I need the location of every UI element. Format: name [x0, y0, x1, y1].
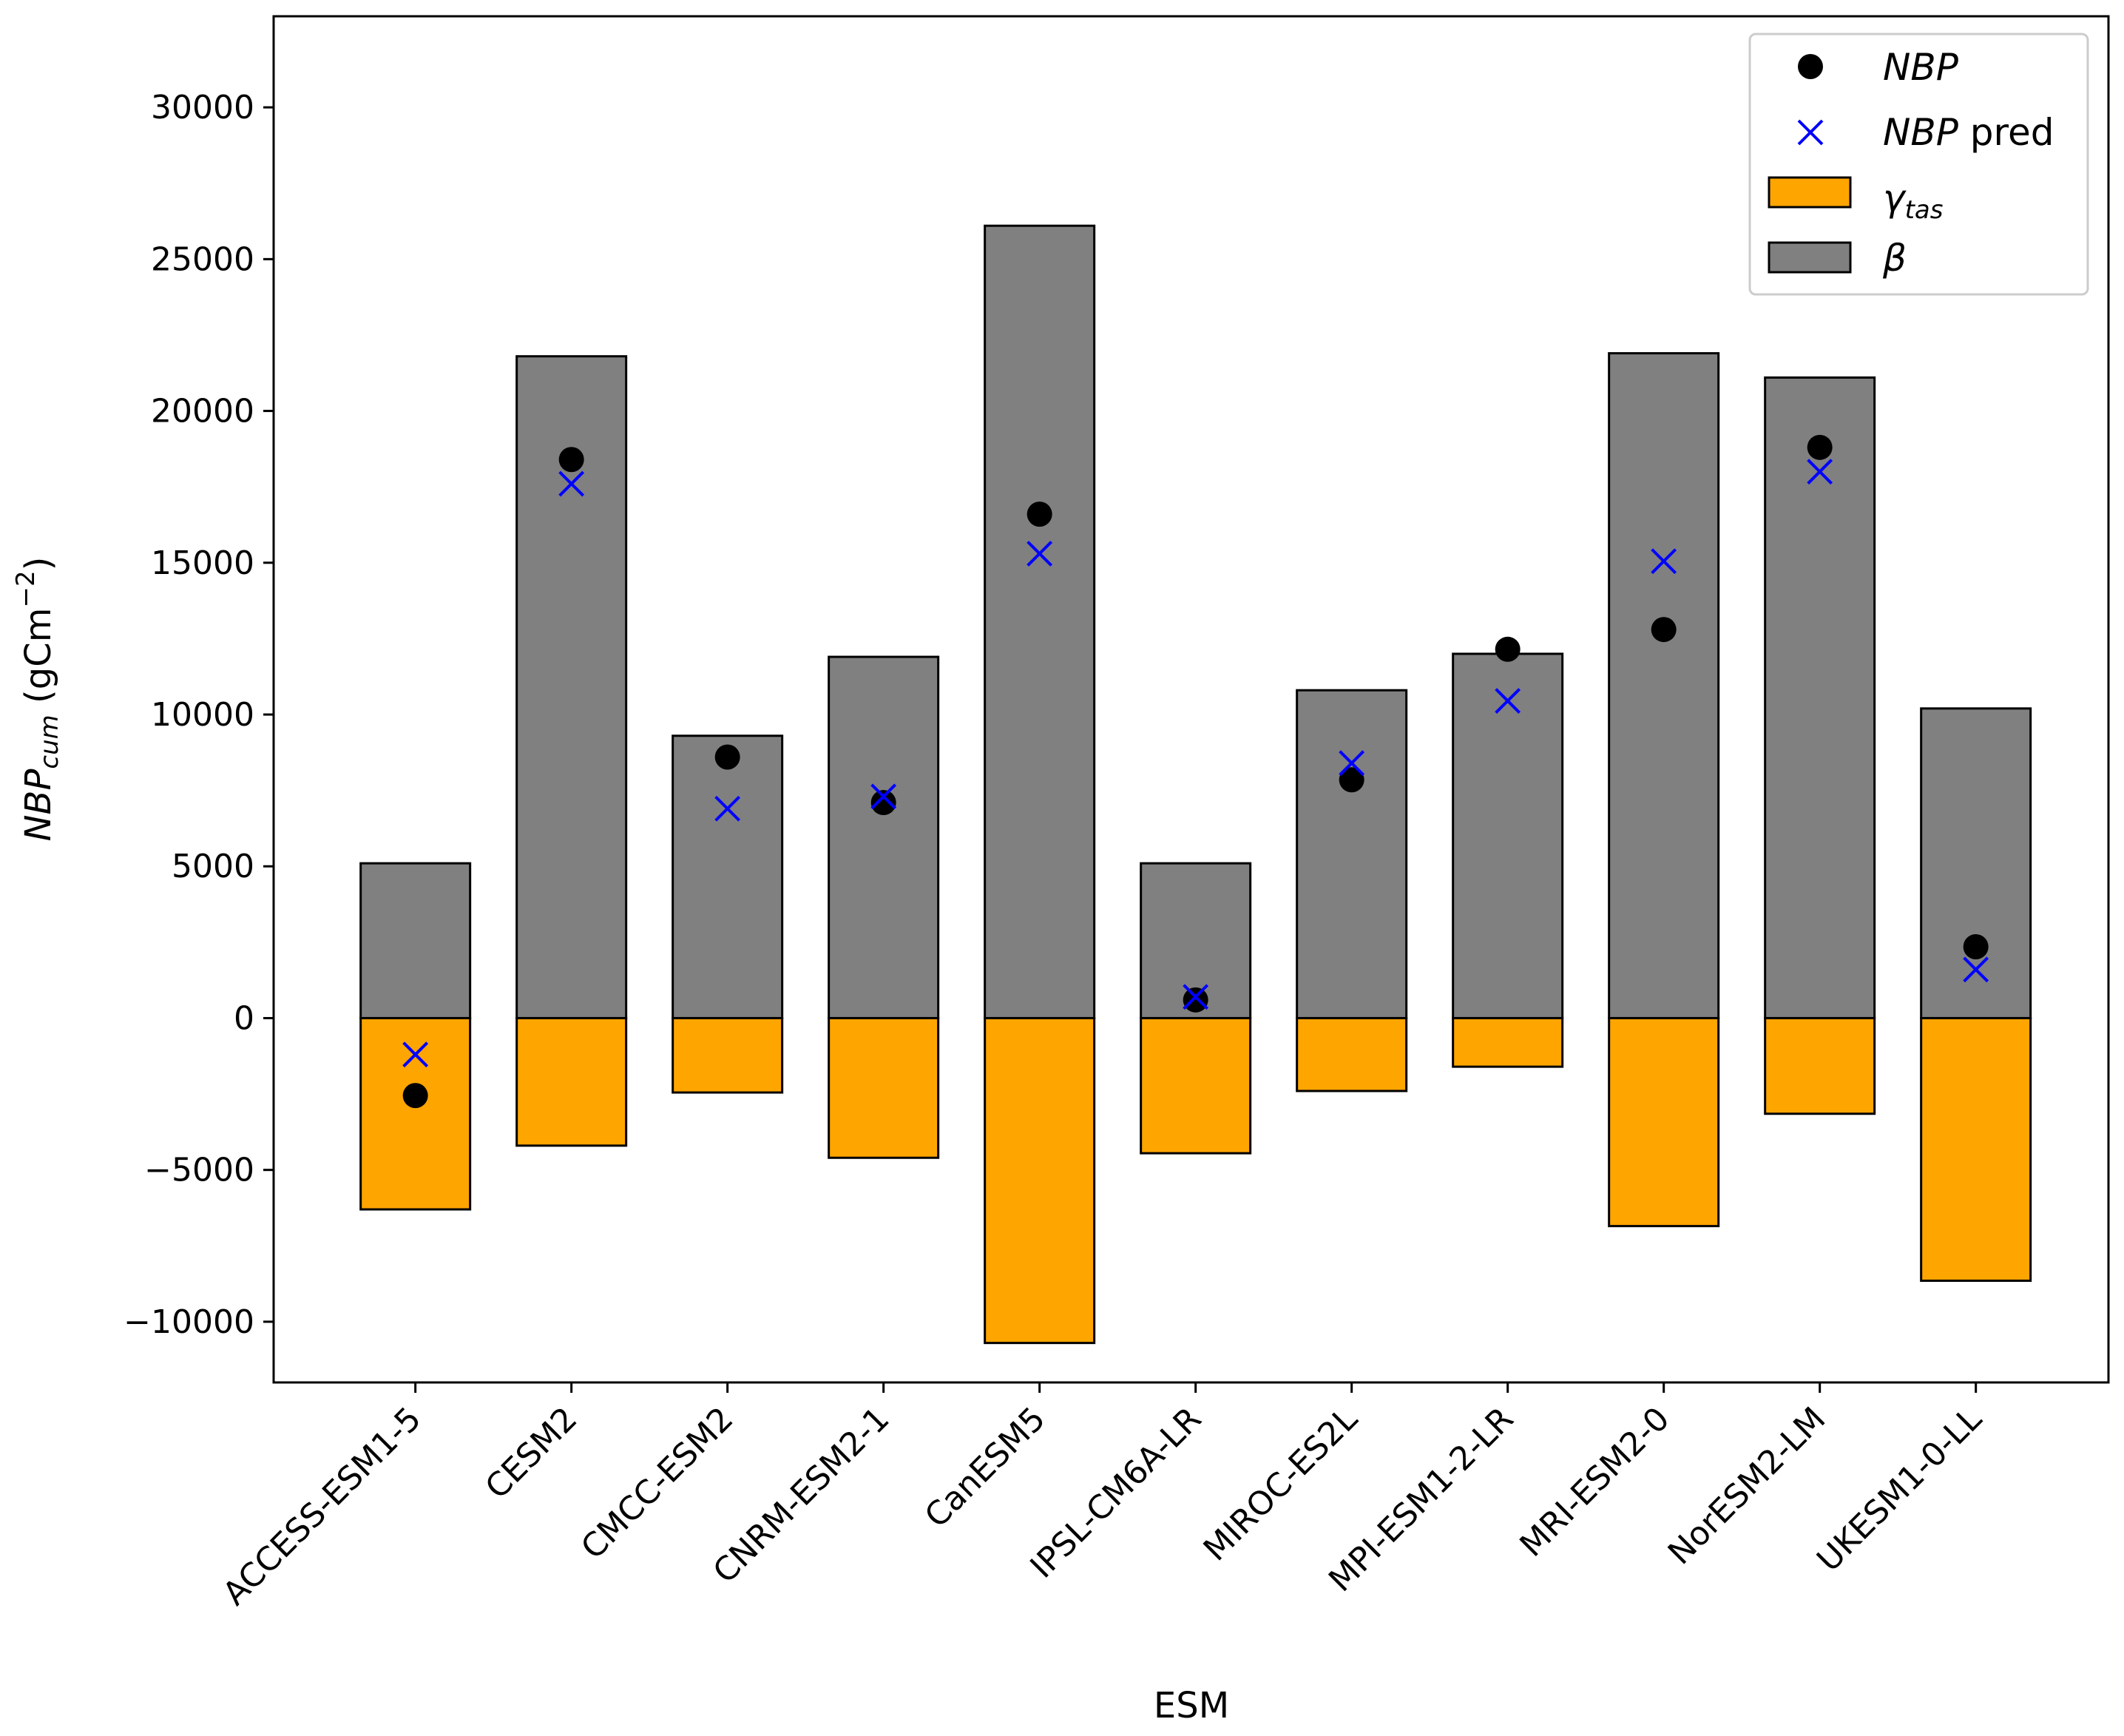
legend-nbp-marker [1798, 54, 1823, 79]
legend-gamma-swatch [1768, 176, 1852, 209]
point-nbp-cesm2 [558, 447, 584, 473]
markers-layer [402, 434, 1989, 1109]
bar-gamma-ipsl-cm6a-lr [1140, 1016, 1252, 1155]
y-label-sub: cum [35, 715, 64, 769]
point-nbp-pred-access-esm1-5 [402, 1041, 429, 1068]
legend: NBP NBP pred γtas β [1748, 33, 2089, 296]
x-tick-label: UKESM1-0-LL [1810, 1399, 1989, 1579]
plot-area [272, 15, 2110, 1384]
point-nbp-pred-cesm2 [558, 470, 585, 497]
y-label-units-text: (gCm [18, 607, 59, 703]
bar-beta-noresm2-lm [1764, 376, 1876, 1019]
bar-gamma-access-esm1-5 [359, 1016, 472, 1211]
legend-beta-label: β [1882, 237, 1907, 280]
point-nbp-pred-mri-esm2-0 [1651, 548, 1677, 575]
bar-gamma-mpi-esm1-2-lr [1452, 1016, 1564, 1068]
bar-beta-mri-esm2-0 [1608, 352, 1720, 1019]
y-tick-label: 5000 [172, 848, 254, 885]
y-tick-label: 20000 [151, 393, 254, 430]
point-nbp-cmcc-esm2 [714, 744, 740, 770]
bar-beta-cmcc-esm2 [672, 734, 784, 1019]
point-nbp-ukesm1-0-ll [1963, 934, 1989, 960]
bar-gamma-cnrm-esm2-1 [828, 1016, 940, 1159]
plot-frame [272, 15, 2110, 1384]
bar-gamma-canesm5 [984, 1016, 1096, 1345]
y-tick-label: −10000 [124, 1303, 254, 1341]
legend-nbp-pred-marker [1797, 119, 1824, 146]
point-nbp-pred-miroc-es2l [1339, 750, 1365, 777]
bars-layer [359, 224, 2032, 1345]
y-tick-label: −5000 [144, 1152, 254, 1189]
y-label-close: ) [18, 557, 59, 571]
x-tick-label: CMCC-ESM2 [574, 1400, 740, 1567]
y-tick-label: 30000 [151, 89, 254, 126]
bar-beta-miroc-es2l [1296, 689, 1408, 1019]
bar-beta-ukesm1-0-ll [1920, 707, 2032, 1019]
point-nbp-pred-cmcc-esm2 [714, 795, 741, 822]
point-nbp-ipsl-cm6a-lr [1183, 987, 1208, 1013]
bar-gamma-ukesm1-0-ll [1920, 1016, 2032, 1283]
y-label-main: NBP [18, 769, 59, 842]
point-nbp-cnrm-esm2-1 [870, 790, 896, 816]
point-nbp-access-esm1-5 [402, 1083, 428, 1109]
x-tick-label: ACCESS-ESM1-5 [216, 1400, 429, 1613]
x-tick-label: CanESM5 [918, 1400, 1053, 1536]
legend-gamma-label: γtas [1883, 177, 1943, 225]
y-label-sup: −2 [11, 570, 41, 607]
y-tick-label: 15000 [151, 544, 254, 582]
point-nbp-canesm5 [1027, 501, 1052, 527]
bar-gamma-noresm2-lm [1764, 1016, 1876, 1115]
point-nbp-pred-ipsl-cm6a-lr [1183, 984, 1209, 1010]
point-nbp-pred-cnrm-esm2-1 [870, 783, 897, 810]
point-nbp-mri-esm2-0 [1651, 617, 1677, 643]
x-axis-label: ESM [1154, 1685, 1229, 1726]
point-nbp-miroc-es2l [1339, 767, 1364, 793]
bar-beta-access-esm1-5 [359, 862, 472, 1019]
x-tick-label: CESM2 [478, 1400, 585, 1507]
bar-gamma-cmcc-esm2 [672, 1016, 784, 1094]
y-tick-label: 10000 [151, 696, 254, 734]
y-label-units [18, 703, 59, 715]
bar-beta-cnrm-esm2-1 [828, 655, 940, 1019]
bar-beta-mpi-esm1-2-lr [1452, 652, 1564, 1019]
point-nbp-mpi-esm1-2-lr [1495, 636, 1521, 662]
point-nbp-pred-mpi-esm1-2-lr [1495, 688, 1521, 714]
bar-gamma-miroc-es2l [1296, 1016, 1408, 1092]
point-nbp-pred-ukesm1-0-ll [1963, 956, 1989, 983]
y-axis-label: NBPcum (gCm−2) [11, 557, 64, 842]
bar-gamma-cesm2 [515, 1016, 628, 1147]
y-tick-label: 0 [234, 999, 254, 1037]
legend-nbp-label: NBP [1883, 46, 1959, 89]
x-tick-label: MRI-ESM2-0 [1512, 1400, 1677, 1564]
point-nbp-pred-canesm5 [1027, 541, 1053, 567]
point-nbp-noresm2-lm [1807, 434, 1833, 460]
y-tick-label: 25000 [151, 240, 254, 278]
bar-beta-canesm5 [984, 224, 1096, 1019]
x-tick-label: NorESM2-LM [1661, 1400, 1833, 1573]
bar-gamma-mri-esm2-0 [1608, 1016, 1720, 1228]
legend-box [1748, 33, 2089, 296]
legend-beta-swatch [1768, 241, 1852, 274]
legend-nbp-pred-label: NBP pred [1883, 111, 2054, 154]
x-tick-label: MIROC-ES2L [1197, 1399, 1365, 1568]
y-axis: −10000 −5000 0 5000 10000 15000 20000 25000 3000… [124, 89, 274, 1341]
point-nbp-pred-noresm2-lm [1807, 459, 1833, 485]
